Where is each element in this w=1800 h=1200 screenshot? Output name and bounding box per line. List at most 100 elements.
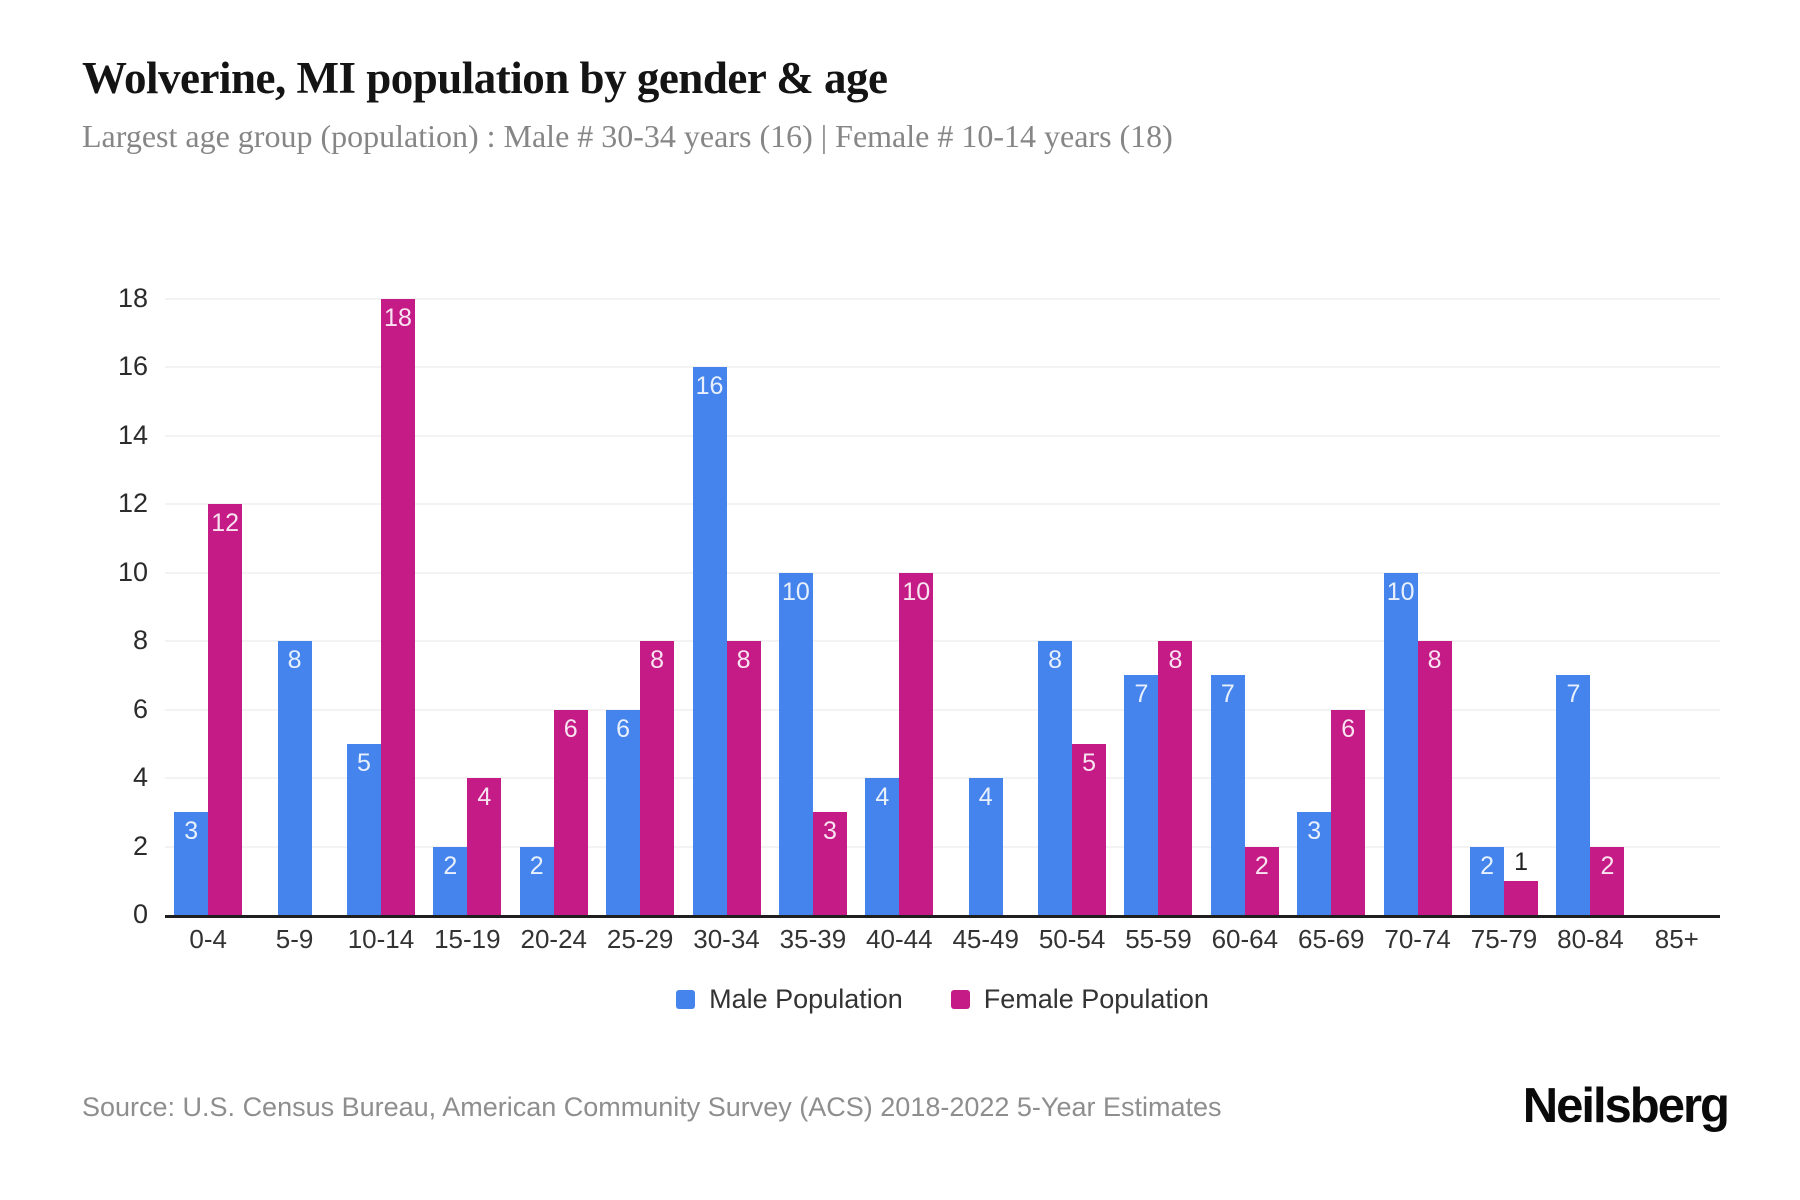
- bar-group-35-39: 10 3: [770, 299, 856, 915]
- bar-female-80-84[interactable]: 2: [1590, 846, 1625, 915]
- bar-group-30-34: 16 8: [683, 299, 769, 915]
- y-tick-label-12: 12: [117, 488, 148, 519]
- bar-female-20-24[interactable]: 6: [553, 709, 588, 915]
- y-tick-label-2: 2: [132, 830, 148, 861]
- bar-value-label: 7: [1566, 680, 1581, 709]
- bar-male-5-9[interactable]: 8: [277, 641, 312, 915]
- bar-female-10-14[interactable]: 18: [380, 299, 415, 915]
- x-tick-label-0-4: 0-4: [189, 924, 227, 954]
- bar-value-label: 6: [563, 714, 578, 743]
- bar-value-label: 16: [695, 372, 724, 401]
- legend-swatch-icon: [950, 990, 970, 1009]
- bar-male-75-79[interactable]: 2: [1470, 846, 1505, 915]
- x-tick-label-5-9: 5-9: [275, 924, 314, 954]
- bar-male-65-69[interactable]: 3: [1297, 812, 1332, 915]
- gridline-14: [165, 434, 1720, 437]
- bar-female-40-44[interactable]: 10: [899, 572, 934, 915]
- bar-female-35-39[interactable]: 3: [812, 812, 847, 915]
- y-tick-label-16: 16: [117, 351, 148, 382]
- bar-female-25-29[interactable]: 8: [640, 641, 675, 915]
- bar-value-label: 12: [211, 509, 240, 538]
- gridline-4: [165, 777, 1720, 780]
- bar-male-60-64[interactable]: 7: [1210, 675, 1245, 915]
- bar-male-30-34[interactable]: 16: [692, 367, 727, 915]
- bar-group-40-44: 4 10: [856, 299, 942, 915]
- bar-male-25-29[interactable]: 6: [606, 709, 641, 915]
- x-tick-label-50-54: 50-54: [1038, 924, 1106, 954]
- x-tick-label-65-69: 65-69: [1297, 924, 1365, 954]
- bar-female-55-59[interactable]: 8: [1158, 641, 1193, 915]
- x-tick-label-20-24: 20-24: [520, 924, 587, 954]
- bar-value-label: 2: [443, 851, 458, 880]
- plot-area: 3 12 8 5 18 2 4 2 6 6 8 16 8 10 3 4 10 4 8 5 7 8 7 2 3 6 10 8 2 1 7 2: [165, 298, 1720, 918]
- x-tick-label-15-19: 15-19: [434, 924, 501, 954]
- bar-value-label: 6: [1341, 714, 1356, 743]
- source-note: Source: U.S. Census Bureau, American Com…: [82, 1092, 1222, 1122]
- bar-male-45-49[interactable]: 4: [968, 778, 1003, 915]
- x-tick-label-35-39: 35-39: [779, 924, 847, 954]
- x-tick-label-45-49: 45-49: [952, 924, 1019, 954]
- y-tick-label-6: 6: [132, 693, 148, 724]
- bar-value-label: 8: [1427, 646, 1442, 675]
- bar-value-label: 4: [978, 783, 993, 812]
- bar-female-60-64[interactable]: 2: [1244, 846, 1279, 915]
- bar-male-10-14[interactable]: 5: [346, 743, 381, 915]
- x-tick-label-70-74: 70-74: [1384, 924, 1451, 954]
- bar-female-0-4[interactable]: 12: [208, 504, 243, 915]
- legend-swatch-icon: [676, 990, 696, 1009]
- bar-male-50-54[interactable]: 8: [1038, 641, 1073, 915]
- x-tick-label-40-44: 40-44: [866, 924, 933, 954]
- gridline-12: [165, 503, 1720, 506]
- bar-female-30-34[interactable]: 8: [726, 641, 761, 915]
- bar-male-70-74[interactable]: 10: [1383, 572, 1418, 915]
- y-axis: 0 2 4 6 8 10 12 14 16 18: [0, 285, 148, 928]
- x-tick-label-30-34: 30-34: [693, 924, 760, 954]
- bar-value-label: 3: [1307, 817, 1322, 846]
- page-subtitle: Largest age group (population) : Male # …: [82, 118, 1173, 154]
- y-tick-label-0: 0: [132, 899, 148, 929]
- bar-male-15-19[interactable]: 2: [433, 846, 468, 915]
- bar-value-label: 2: [1254, 851, 1269, 880]
- x-tick-label-55-59: 55-59: [1125, 924, 1192, 954]
- bar-value-label: 8: [736, 646, 751, 675]
- brand-logo: Neilsberg: [1522, 1079, 1730, 1133]
- x-tick-label-25-29: 25-29: [606, 924, 674, 954]
- bar-group-5-9: 8: [251, 299, 337, 915]
- bar-group-85+: [1634, 299, 1720, 915]
- x-tick-label-60-64: 60-64: [1211, 924, 1279, 954]
- bar-male-0-4[interactable]: 3: [174, 812, 209, 915]
- bar-value-label: 18: [384, 304, 412, 332]
- y-tick-label-8: 8: [132, 625, 148, 656]
- gridline-16: [165, 366, 1720, 369]
- bar-female-65-69[interactable]: 6: [1331, 709, 1366, 915]
- bar-female-50-54[interactable]: 5: [1072, 743, 1107, 915]
- x-axis: 0-4 5-9 10-14 15-19 20-24 25-29 30-34 35-39 40-4…: [165, 924, 1720, 960]
- bar-female-15-19[interactable]: 4: [467, 778, 502, 915]
- bar-value-label: 5: [1082, 748, 1097, 777]
- y-tick-label-10: 10: [117, 556, 148, 587]
- bar-value-label: 10: [782, 577, 810, 606]
- legend-item-male[interactable]: Male Population: [676, 984, 903, 1015]
- y-tick-label-18: 18: [117, 283, 148, 313]
- legend-item-female[interactable]: Female Population: [950, 984, 1209, 1015]
- bar-value-label: 2: [1600, 851, 1615, 880]
- bar-male-20-24[interactable]: 2: [519, 846, 554, 915]
- x-tick-label-10-14: 10-14: [347, 924, 415, 954]
- bar-male-40-44[interactable]: 4: [865, 778, 900, 915]
- x-tick-label-80-84: 80-84: [1557, 924, 1624, 954]
- bar-value-label: 8: [287, 646, 302, 675]
- bar-female-75-79[interactable]: 1: [1504, 848, 1539, 915]
- bar-male-80-84[interactable]: 7: [1556, 675, 1591, 915]
- bar-value-label: 6: [616, 714, 631, 743]
- bar-group-45-49: 4: [943, 299, 1029, 915]
- bar-value-label: 3: [184, 817, 199, 846]
- bar-female-70-74[interactable]: 8: [1417, 641, 1452, 915]
- bar-male-55-59[interactable]: 7: [1124, 675, 1159, 915]
- bar-male-35-39[interactable]: 10: [778, 572, 813, 915]
